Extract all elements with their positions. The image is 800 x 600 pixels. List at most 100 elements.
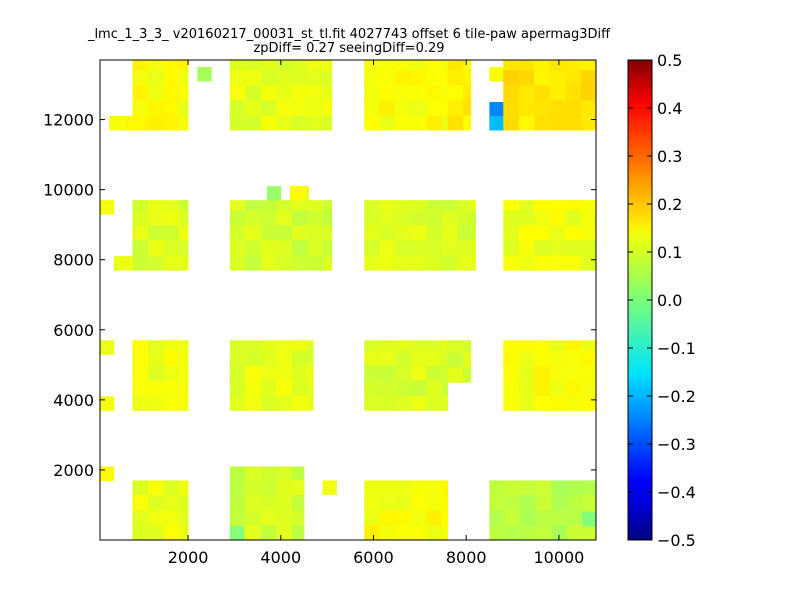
heatmap-cell (179, 380, 189, 396)
heatmap-cell (245, 365, 262, 381)
heatmap-cell (364, 340, 381, 351)
y-tick-label: 4000 (53, 391, 94, 410)
heatmap-cell (379, 69, 396, 86)
heatmap-cell (379, 524, 396, 541)
heatmap-cell (410, 340, 427, 351)
heatmap-cell (147, 494, 164, 511)
heatmap-cell (489, 480, 506, 496)
heatmap-cell (147, 524, 164, 541)
heatmap-cell (179, 255, 189, 271)
heatmap-cell (245, 60, 262, 71)
heatmap-cell (245, 466, 262, 481)
heatmap-cell (276, 466, 293, 481)
heatmap-cell (276, 494, 293, 511)
heatmap-cell (229, 69, 246, 86)
heatmap-cell (229, 525, 245, 541)
heatmap-cell (565, 209, 582, 226)
heatmap-cell (426, 340, 443, 351)
heatmap-cell (503, 240, 520, 256)
heatmap-cell (565, 99, 582, 116)
heatmap-cell (395, 494, 412, 511)
colorbar-tick-label: 0.5 (657, 51, 682, 70)
heatmap-cell (410, 509, 427, 526)
heatmap-cell (260, 255, 277, 271)
heatmap-cell (580, 350, 597, 366)
y-tick-label: 10000 (43, 181, 94, 200)
heatmap-cell (179, 69, 189, 86)
heatmap-cell (260, 225, 277, 241)
heatmap-cell (489, 102, 504, 117)
heatmap-cell (580, 60, 597, 71)
heatmap-cell (229, 466, 246, 481)
heatmap-cell (260, 115, 277, 131)
heatmap-cell (565, 84, 582, 101)
heatmap-cell (518, 209, 535, 226)
heatmap-cell (410, 209, 427, 226)
heatmap-cell (229, 350, 246, 366)
heatmap-cell (163, 60, 180, 71)
heatmap-cell (534, 99, 551, 116)
heatmap-cell (100, 200, 115, 215)
heatmap-cell (229, 509, 246, 526)
heatmap-cell (426, 395, 443, 411)
heatmap-cell (179, 209, 189, 226)
heatmap-cell (147, 99, 164, 116)
heatmap-cell (291, 255, 308, 271)
heatmap-cell (163, 225, 180, 241)
heatmap-cell (447, 99, 464, 116)
heatmap-cell (179, 200, 189, 211)
heatmap-cell (551, 509, 568, 526)
heatmap-cell (276, 99, 293, 116)
heatmap-cell (582, 480, 597, 496)
heatmap-cell (163, 255, 180, 271)
heatmap-cell (307, 209, 324, 226)
heatmap-cell (322, 115, 333, 131)
heatmap-cell (426, 380, 443, 396)
heatmap-cell (276, 479, 293, 496)
heatmap-cell (364, 494, 381, 511)
heatmap-cell (379, 494, 396, 511)
heatmap-cell (245, 395, 262, 411)
heatmap-cell (260, 466, 277, 481)
heatmap-cell (229, 494, 246, 511)
heatmap-cell (229, 99, 246, 116)
colorbar-tick-label: −0.3 (657, 435, 696, 454)
heatmap-cell (504, 509, 521, 526)
heatmap-cell (551, 524, 568, 541)
heatmap-cell (132, 99, 149, 116)
heatmap-cell (410, 69, 427, 86)
heatmap-cell (229, 380, 246, 396)
heatmap-cell (472, 200, 476, 211)
heatmap-cell (503, 350, 520, 366)
heatmap-cell (549, 365, 566, 381)
x-tick-label: 8000 (446, 548, 487, 567)
heatmap-cell (520, 494, 537, 511)
heatmap-cell (535, 524, 552, 541)
heatmap-cell (504, 524, 521, 541)
heatmap-cell (147, 509, 164, 526)
heatmap-cell (535, 509, 552, 526)
y-tick-label: 6000 (53, 321, 94, 340)
heatmap-cell (426, 509, 443, 526)
heatmap-cell (229, 255, 246, 271)
x-axis: 2000 4000 6000 8000 10000 (168, 60, 584, 567)
heatmap-cell (229, 200, 246, 211)
heatmap-cell (163, 480, 180, 496)
heatmap-cell (276, 509, 293, 526)
heatmap-cell (147, 200, 164, 211)
heatmap-cell (276, 209, 293, 226)
heatmap-cell (441, 99, 449, 116)
heatmap-cell (163, 494, 180, 511)
heatmap-cell (379, 60, 396, 71)
heatmap-cell (276, 200, 293, 211)
heatmap-cell (410, 99, 427, 116)
heatmap-cell (549, 99, 566, 116)
heatmap-cell (245, 479, 262, 496)
heatmap-cell (132, 209, 149, 226)
x-tick-label: 4000 (260, 548, 301, 567)
heatmap-cell (307, 255, 324, 271)
heatmap-cell (245, 255, 262, 271)
heatmap-cell (291, 340, 308, 351)
heatmap-cell (245, 240, 262, 256)
heatmap-cell (410, 225, 427, 241)
